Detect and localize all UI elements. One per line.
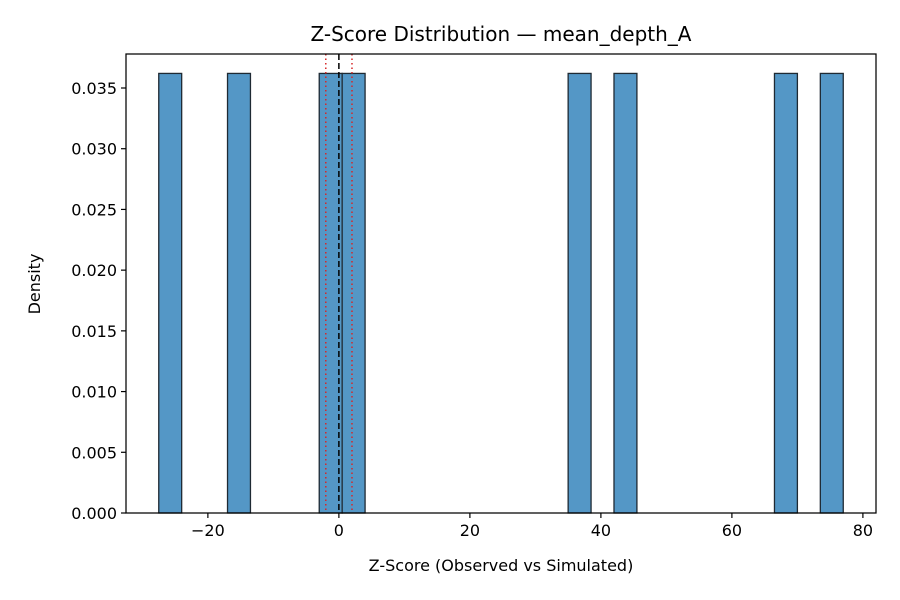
histogram-bar: [567, 72, 592, 514]
y-tick-label: 0.025: [71, 200, 117, 219]
x-axis-title: Z-Score (Observed vs Simulated): [369, 556, 634, 575]
histogram-bar: [341, 72, 366, 514]
histogram-bar: [613, 72, 638, 514]
y-axis-ticks: 0.000 0.005 0.010 0.015 0.020 0.025 0.030 0.035: [71, 79, 126, 523]
reference-lines: [325, 54, 353, 513]
x-axis-ticks: −20 0 20 40 60 80: [191, 513, 873, 540]
y-tick-label: 0.030: [71, 140, 117, 159]
histogram-bar: [819, 72, 844, 514]
x-tick-label: 60: [722, 521, 742, 540]
histogram-bars: [158, 72, 844, 514]
histogram-bar: [226, 72, 252, 514]
x-tick-label: 40: [591, 521, 611, 540]
x-tick-label: 20: [460, 521, 480, 540]
y-tick-label: 0.010: [71, 383, 117, 402]
y-tick-label: 0.020: [71, 261, 117, 280]
plot-frame: [125, 53, 877, 514]
x-tick-label: 80: [853, 521, 873, 540]
histogram-bar: [158, 72, 183, 514]
x-tick-label: 0: [334, 521, 344, 540]
histogram-bar: [773, 72, 799, 514]
y-tick-label: 0.035: [71, 79, 117, 98]
x-tick-label: −20: [191, 521, 225, 540]
y-axis-title: Density: [25, 254, 44, 315]
y-tick-label: 0.000: [71, 504, 117, 523]
y-tick-label: 0.005: [71, 443, 117, 462]
y-tick-label: 0.015: [71, 322, 117, 341]
chart-title: Z-Score Distribution — mean_depth_A: [311, 22, 692, 46]
